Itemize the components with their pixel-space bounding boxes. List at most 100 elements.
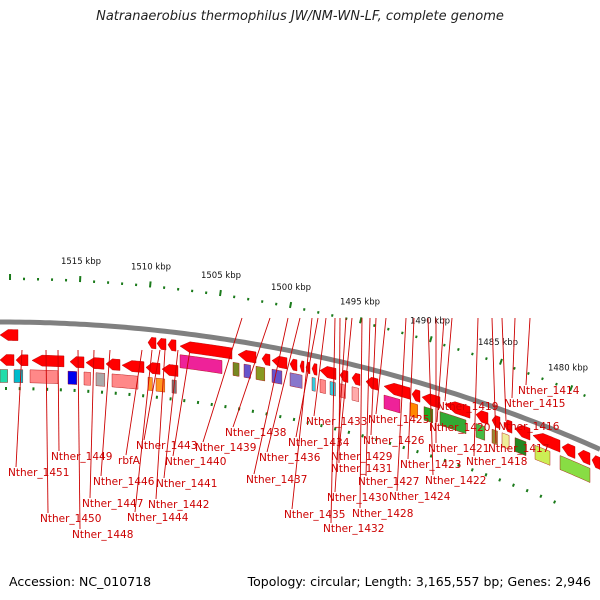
label-leader <box>444 317 453 402</box>
gene-label: Nther_1432 <box>323 523 384 535</box>
kbp-label: 1505 kbp <box>201 271 241 281</box>
gene-label: Nther_1423 <box>400 459 461 471</box>
label-leader <box>172 349 191 457</box>
minor-tick <box>527 371 530 375</box>
minor-tick <box>443 343 446 347</box>
label-leader <box>396 317 407 492</box>
label-leader <box>375 317 387 415</box>
gene-arrow <box>365 376 379 391</box>
gene-label: Nther_1440 <box>165 456 226 468</box>
label-leader <box>15 349 23 468</box>
gene-label: Nther_1433 <box>306 416 367 428</box>
gene-arrow <box>444 401 471 419</box>
inner-tick <box>361 434 364 438</box>
major-tick <box>569 384 574 392</box>
minor-tick <box>373 324 376 327</box>
gene-label: Nther_1439 <box>195 442 256 454</box>
minor-tick <box>415 335 418 339</box>
cog-block <box>514 437 527 456</box>
label-leader <box>473 317 479 457</box>
gene-label: Nther_1442 <box>148 499 209 511</box>
cog-block <box>255 365 265 382</box>
label-leader <box>338 317 341 464</box>
inner-tick <box>429 454 433 458</box>
gene-arrow-reverse <box>105 358 121 371</box>
gene-arrow <box>237 349 257 364</box>
label-leader <box>511 317 516 399</box>
coordinate-ticks <box>9 274 586 398</box>
kbp-label: 1485 kbp <box>478 338 518 348</box>
gene-label: Nther_1415 <box>504 398 565 410</box>
gene-label: Nther_1430 <box>327 492 388 504</box>
gene-arrow <box>577 449 591 466</box>
kbp-label: 1490 kbp <box>410 316 450 326</box>
gene-label: Nther_1424 <box>389 491 451 503</box>
inner-tick <box>265 412 268 416</box>
gene-label: Nther_1434 <box>288 437 350 449</box>
major-tick <box>289 301 293 309</box>
kbp-labels: 1480 kbp 1485 kbp 1490 kbp 1495 kbp 1500 kbp… <box>61 257 588 374</box>
label-leader <box>291 317 313 510</box>
major-tick <box>499 358 503 365</box>
gene-arrow <box>299 360 305 373</box>
label-leader <box>266 317 301 453</box>
gene-label: Nther_1447 <box>82 498 143 510</box>
gene-arrow <box>591 455 600 470</box>
reverse-genes <box>0 354 179 377</box>
gene-arrow <box>167 339 177 352</box>
cog-block <box>559 455 591 483</box>
minor-tick <box>303 308 306 311</box>
inner-tick <box>457 463 461 467</box>
label-leader <box>77 349 81 530</box>
gene-label: Nther_1426 <box>363 435 425 447</box>
gene-label: Nther_1436 <box>259 452 321 464</box>
gene-label: Nther_1417 <box>488 443 549 455</box>
label-leader <box>365 317 371 477</box>
gene-label: Nther_1416 <box>498 421 560 433</box>
genome-backbone <box>0 319 600 452</box>
gene-label: Nther_1425 <box>368 414 429 426</box>
gene-arrow <box>319 366 337 380</box>
gene-arrow <box>351 372 361 386</box>
inner-tick <box>306 420 310 425</box>
cog-block <box>271 368 283 385</box>
gene-label: Nther_1428 <box>352 508 413 520</box>
label-leader <box>338 317 353 452</box>
gene-arrow <box>311 363 318 376</box>
kbp-label: 1480 kbp <box>548 364 588 374</box>
gene-label: rbfA <box>118 455 141 467</box>
inner-tick <box>498 478 502 482</box>
gene-label: Nther_1414 <box>518 385 580 397</box>
cog-block <box>67 370 77 385</box>
gene-arrow <box>147 337 157 350</box>
cog-block <box>95 372 105 387</box>
label-leader <box>202 317 243 443</box>
major-tick <box>219 289 222 297</box>
inner-tick <box>388 441 392 446</box>
gene-arrow <box>0 329 19 341</box>
gene-arrow <box>289 358 298 372</box>
gene-label: Nther_1422 <box>425 475 486 487</box>
gene-label: Nther_1435 <box>284 509 345 521</box>
cog-block <box>243 363 251 379</box>
gene-label: Nther_1420 <box>429 422 490 434</box>
gene-label: Nther_1421 <box>428 443 489 455</box>
cog-block <box>13 369 23 383</box>
label-leader <box>334 317 347 493</box>
accession-text: Accession: NC_010718 <box>9 574 152 589</box>
kbp-label: 1495 kbp <box>340 298 380 308</box>
major-tick <box>149 281 152 288</box>
gene-arrow <box>532 433 561 453</box>
gene-label: Nther_1419 <box>437 401 498 413</box>
map-title: Natranaerobius thermophilus JW/NM-WN-LF,… <box>96 9 504 24</box>
label-leader <box>57 349 60 452</box>
minor-tick <box>555 382 558 386</box>
kbp-label: 1510 kbp <box>131 262 171 272</box>
inner-tick <box>292 417 296 422</box>
inner-tick <box>279 414 282 419</box>
cog-block <box>29 369 59 384</box>
backbone-arc <box>0 319 600 452</box>
gene-arrow <box>503 419 513 434</box>
minor-tick <box>387 327 390 331</box>
